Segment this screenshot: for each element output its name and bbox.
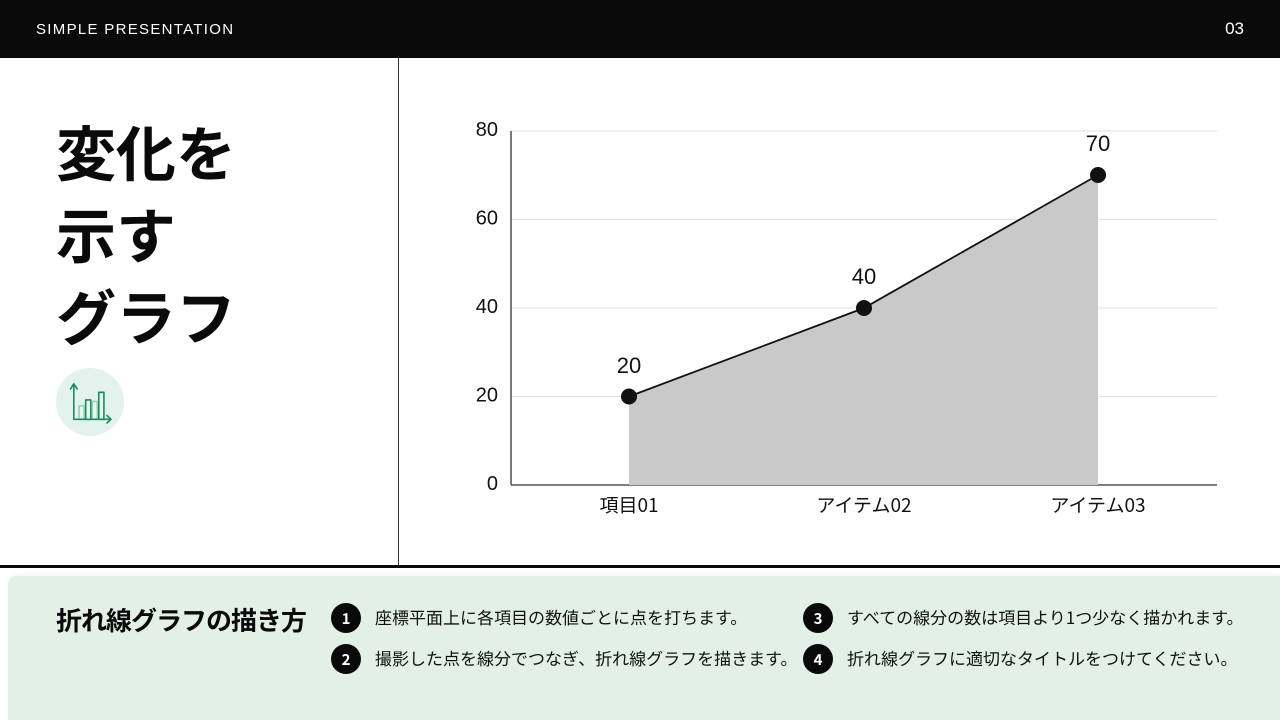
svg-text:20: 20 — [476, 385, 498, 407]
svg-text:20: 20 — [617, 353, 641, 378]
svg-text:40: 40 — [852, 264, 876, 289]
svg-text:アイテム02: アイテム02 — [816, 491, 911, 518]
svg-text:40: 40 — [476, 296, 498, 318]
svg-text:0: 0 — [487, 473, 498, 495]
svg-text:80: 80 — [476, 119, 498, 141]
svg-text:70: 70 — [1086, 131, 1110, 156]
svg-text:アイテム03: アイテム03 — [1050, 491, 1145, 518]
svg-text:項目01: 項目01 — [599, 491, 658, 518]
svg-text:60: 60 — [476, 208, 498, 230]
